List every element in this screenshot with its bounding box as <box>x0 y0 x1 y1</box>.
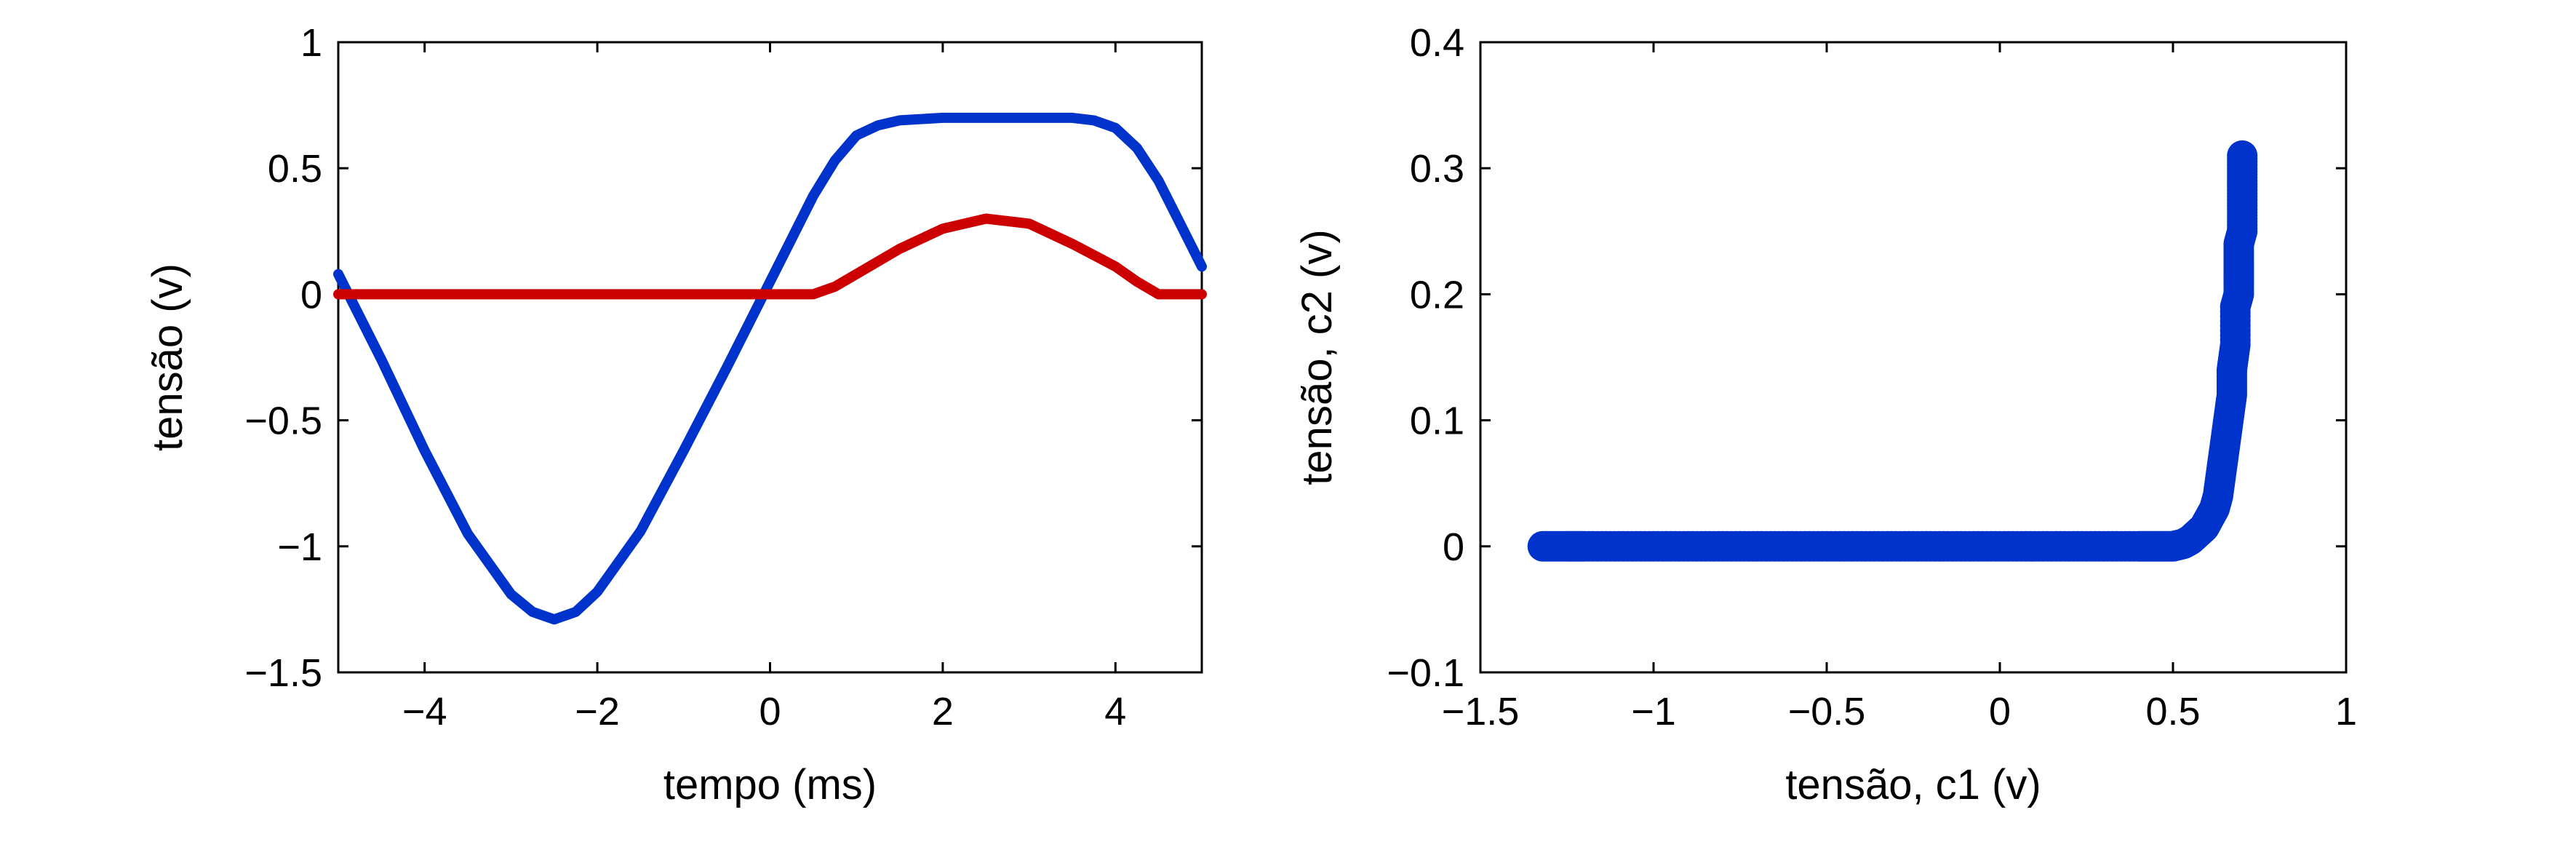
y-tick-label: 1 <box>300 21 322 65</box>
y-tick-label: 0.2 <box>1410 273 1464 317</box>
x-axis-label: tempo (ms) <box>663 761 877 808</box>
x-tick-label: 0 <box>1989 690 2011 733</box>
scatter-point <box>2227 140 2258 171</box>
x-tick-label: −2 <box>575 690 620 733</box>
y-tick-label: −0.5 <box>244 399 322 443</box>
y-tick-label: −1.5 <box>244 651 322 695</box>
x-tick-label: −1 <box>1631 690 1676 733</box>
y-tick-label: 0 <box>1443 525 1464 569</box>
y-tick-label: 0.4 <box>1410 21 1464 65</box>
time-series-panel: −4 −2 0 2 4 1 0.5 0 −0.5 −1 −1.5 tempo (ms) tensão (… <box>144 21 1207 808</box>
x-tick-label: 0.5 <box>2145 690 2200 733</box>
y-tick-label: 0.5 <box>268 147 322 191</box>
y-tick-label: −1 <box>277 525 322 569</box>
x-tick-label: −0.5 <box>1788 690 1866 733</box>
x-tick-label: 0 <box>759 690 781 733</box>
x-axis-label: tensão, c1 (v) <box>1785 761 2041 808</box>
x-tick-label: 2 <box>932 690 954 733</box>
x-tick-label: −1.5 <box>1442 690 1520 733</box>
plot-frame <box>337 41 1203 674</box>
plot-frame <box>1479 41 2348 674</box>
x-tick-label: −4 <box>402 690 447 733</box>
series-line-2 <box>333 213 1207 300</box>
scatter-points <box>1527 140 2258 562</box>
y-axis-label: tensão (v) <box>144 263 191 451</box>
x-tick-label: 4 <box>1104 690 1126 733</box>
y-tick-label: 0.3 <box>1410 147 1464 191</box>
y-tick-label: 0 <box>300 273 322 317</box>
series-line-1 <box>333 112 1207 625</box>
y-axis-label: tensão, c2 (v) <box>1293 229 1341 485</box>
phase-scatter-panel: −1.5 −1 −0.5 0 0.5 1 0.4 0.3 0.2 0.1 0 −0.1 tensão, … <box>1293 21 2357 808</box>
x-tick-label: 1 <box>2335 690 2357 733</box>
y-tick-label: −0.1 <box>1387 651 1464 695</box>
y-tick-label: 0.1 <box>1410 399 1464 443</box>
